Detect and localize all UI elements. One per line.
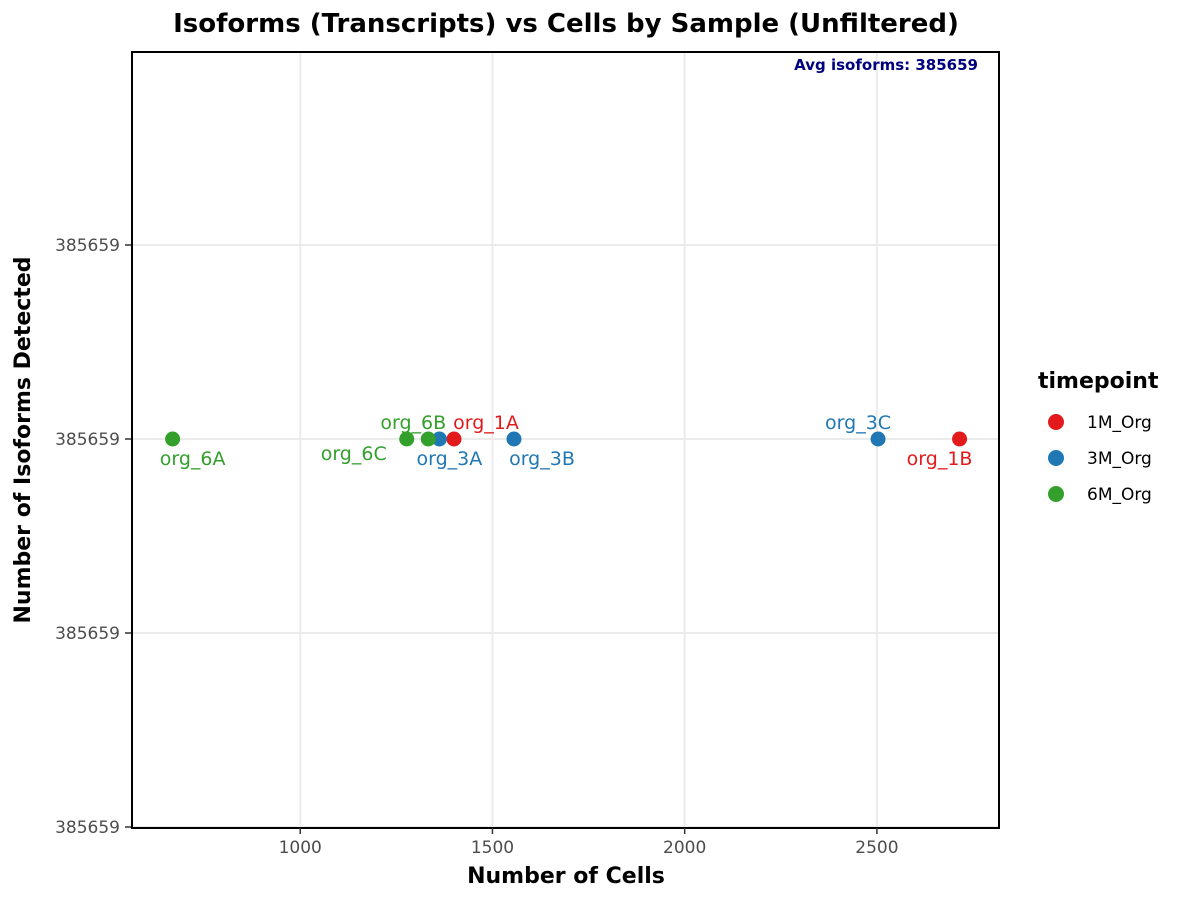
point-label-org-1a: org_1A <box>453 412 519 434</box>
x-axis-title: Number of Cells <box>467 864 665 889</box>
y-tick-label: 385659 <box>55 818 120 838</box>
data-point-org-1b <box>952 431 968 447</box>
legend-title: timepoint <box>1038 369 1159 394</box>
point-labels: org_1A org_1B org_3A org_3B org_3C org_6A org_… <box>160 412 973 470</box>
data-points <box>165 431 968 447</box>
data-point-org-3c <box>870 431 886 447</box>
data-point-org-3a <box>431 431 447 447</box>
chart-title: Isoforms (Transcripts) vs Cells by Sampl… <box>173 9 959 39</box>
data-point-org-1a <box>446 431 462 447</box>
x-tick-label: 2000 <box>663 838 706 858</box>
legend-key-1m-org <box>1048 414 1064 430</box>
legend-label: 1M_Org <box>1087 413 1152 433</box>
point-label-org-3b: org_3B <box>509 448 575 470</box>
y-axis: 385659 385659 385659 385659 <box>55 236 131 838</box>
y-tick-label: 385659 <box>55 624 120 644</box>
x-axis: 1000 1500 2000 2500 <box>279 828 899 858</box>
legend-key-6m-org <box>1048 486 1064 502</box>
x-tick-label: 1500 <box>471 838 514 858</box>
avg-isoforms-annotation: Avg isoforms: 385659 <box>794 56 978 74</box>
data-point-org-6a <box>165 431 181 447</box>
point-label-org-6a: org_6A <box>160 448 226 470</box>
data-point-org-3b <box>506 431 522 447</box>
x-tick-label: 1000 <box>279 838 322 858</box>
data-point-org-6b <box>420 431 436 447</box>
point-label-org-6c: org_6C <box>321 443 387 465</box>
legend: timepoint 1M_Org 3M_Org 6M_Org <box>1038 369 1159 505</box>
y-tick-label: 385659 <box>55 430 120 450</box>
point-label-org-6b: org_6B <box>380 412 446 434</box>
y-tick-label: 385659 <box>55 236 120 256</box>
x-tick-label: 2500 <box>855 838 898 858</box>
plot-panel-border <box>131 51 1000 829</box>
data-point-org-6c <box>399 431 415 447</box>
point-label-org-3c: org_3C <box>825 412 891 434</box>
y-axis-title: Number of Isoforms Detected <box>11 257 36 624</box>
grid-lines <box>133 53 998 828</box>
legend-key-3m-org <box>1048 450 1064 466</box>
point-label-org-3a: org_3A <box>417 448 483 470</box>
legend-label: 3M_Org <box>1087 449 1152 469</box>
legend-label: 6M_Org <box>1087 485 1152 505</box>
point-label-org-1b: org_1B <box>907 448 973 470</box>
